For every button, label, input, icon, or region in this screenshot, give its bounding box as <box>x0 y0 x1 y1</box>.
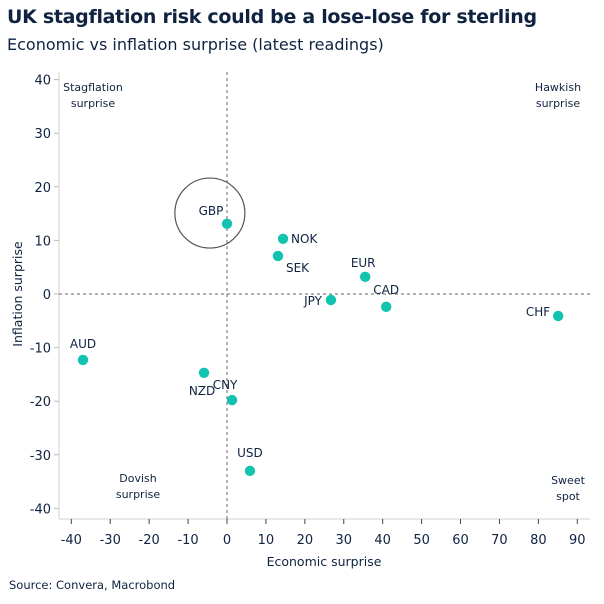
x-tick-label: 50 <box>413 533 430 548</box>
y-tick-label: -40 <box>30 502 51 517</box>
y-tick-label: -20 <box>30 395 51 410</box>
quadrant-label-bottom-right: Sweet <box>551 474 586 487</box>
data-point-usd <box>244 465 256 477</box>
data-point-nok <box>277 233 289 244</box>
data-point-eur <box>359 271 371 283</box>
y-tick-label: 20 <box>34 181 51 196</box>
source-note: Source: Convera, Macrobond <box>9 578 176 592</box>
x-tick-label: 70 <box>491 533 508 548</box>
chart-subtitle: Economic vs inflation surprise (latest r… <box>7 35 384 54</box>
y-axis-label: Inflation surprise <box>10 241 25 347</box>
data-point-cad <box>380 301 392 313</box>
data-label-usd: USD <box>237 446 263 460</box>
data-label-jpy: JPY <box>303 294 323 308</box>
x-tick-label: 90 <box>569 533 586 548</box>
x-tick-label: -30 <box>100 533 121 548</box>
y-tick-label: 0 <box>43 288 51 303</box>
x-tick-label: -20 <box>139 533 160 548</box>
y-tick-label: 10 <box>34 234 51 249</box>
quadrant-label-top-right: Hawkish <box>535 81 581 94</box>
data-label-eur: EUR <box>351 256 376 270</box>
quadrant-label-top-left: surprise <box>71 97 116 110</box>
quadrant-label-bottom-right: spot <box>556 490 580 503</box>
data-label-nzd: NZD <box>189 384 215 398</box>
data-label-cny: CNY <box>213 378 238 392</box>
x-tick-label: 80 <box>530 533 547 548</box>
data-label-nok: NOK <box>291 232 318 246</box>
data-point-chf <box>553 310 564 322</box>
data-label-gbp: GBP <box>199 204 224 218</box>
y-tick-label: 40 <box>34 74 51 89</box>
x-tick-label: 60 <box>452 533 469 548</box>
data-label-cad: CAD <box>373 283 399 297</box>
quadrant-label-top-right: surprise <box>536 97 581 110</box>
data-point-cny <box>226 394 238 406</box>
data-point-nzd <box>198 367 210 378</box>
chart-title: UK stagflation risk could be a lose-lose… <box>7 6 537 28</box>
data-label-sek: SEK <box>286 261 310 275</box>
y-tick-label: -30 <box>30 449 51 464</box>
x-axis-label: Economic surprise <box>267 554 382 569</box>
data-point-gbp <box>221 218 233 229</box>
y-tick-label: 30 <box>34 127 51 142</box>
x-tick-label: 20 <box>297 533 314 548</box>
x-tick-label: 40 <box>374 533 391 548</box>
quadrant-label-bottom-left: surprise <box>116 488 161 501</box>
x-tick-label: 30 <box>335 533 352 548</box>
x-tick-label: 0 <box>223 533 231 548</box>
data-point-aud <box>77 354 89 366</box>
x-tick-label: -10 <box>177 533 198 548</box>
data-label-chf: CHF <box>526 305 550 319</box>
y-tick-label: -10 <box>30 342 51 357</box>
data-point-sek <box>272 250 284 262</box>
quadrant-label-top-left: Stagflation <box>63 81 123 94</box>
highlight-circle <box>174 177 246 249</box>
quadrant-label-bottom-left: Dovish <box>119 472 156 485</box>
x-tick-label: -40 <box>61 533 82 548</box>
data-point-jpy <box>325 294 337 306</box>
data-label-aud: AUD <box>70 337 96 351</box>
x-tick-label: 10 <box>258 533 275 548</box>
